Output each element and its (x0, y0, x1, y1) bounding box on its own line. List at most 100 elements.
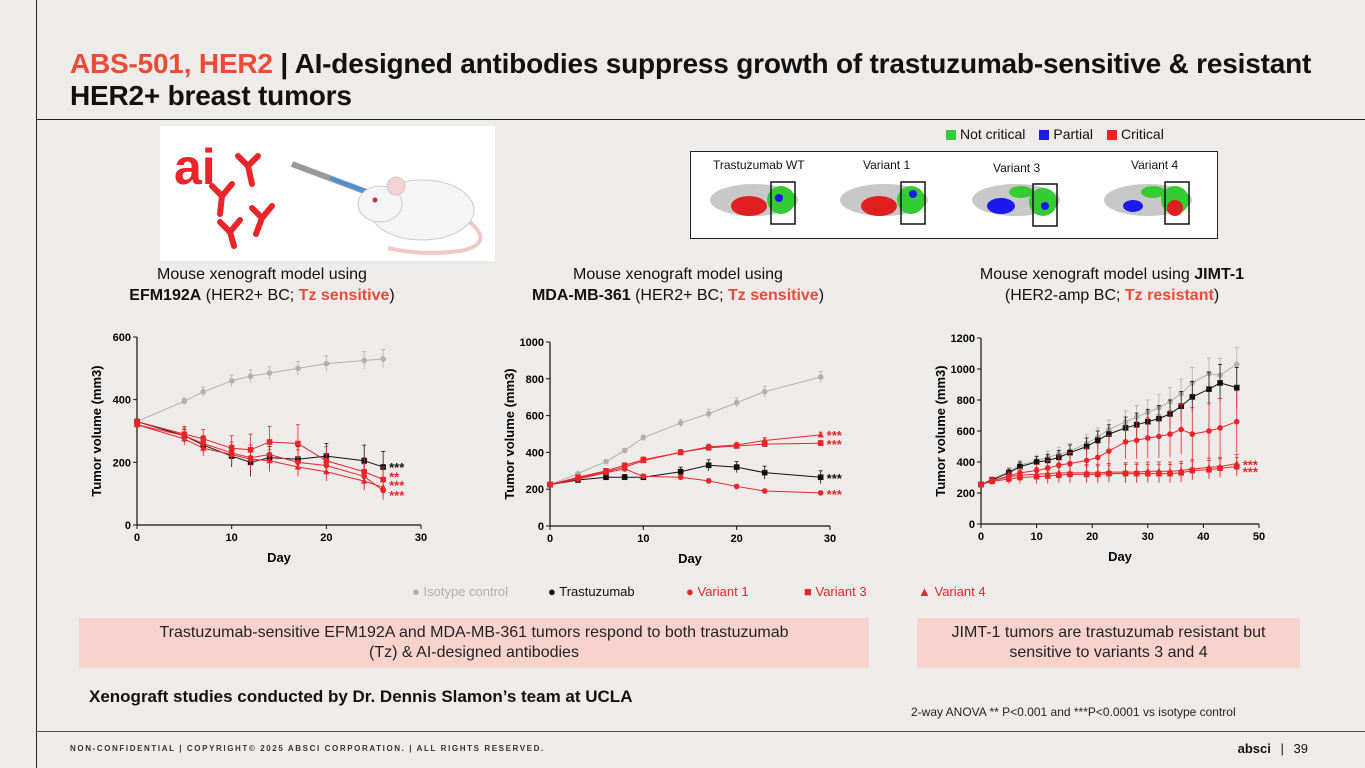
data-point (323, 360, 330, 367)
data-point (1233, 361, 1240, 368)
series-line (549, 434, 821, 486)
absci-logo: absci (1237, 741, 1271, 756)
significance-label: *** (1243, 457, 1259, 472)
data-point (761, 441, 768, 447)
data-point (1033, 459, 1040, 465)
x-tick-label: 30 (1142, 531, 1154, 543)
data-point (181, 398, 188, 405)
square-red-icon: ■ (804, 584, 812, 599)
data-point (988, 477, 996, 484)
data-point (1233, 460, 1240, 467)
data-point (228, 378, 235, 384)
legend-isotype: ● Isotype control (412, 584, 548, 599)
series-line (136, 424, 384, 491)
data-point (705, 410, 712, 417)
data-point (1122, 439, 1129, 445)
triangle-red-icon: ▲ (918, 584, 931, 599)
data-point (677, 448, 684, 455)
data-point (1105, 468, 1113, 475)
x-tick-label: 20 (320, 532, 332, 544)
x-tick-label: 10 (1030, 531, 1042, 543)
data-point (323, 457, 330, 464)
data-point (1033, 470, 1040, 477)
data-point (200, 444, 207, 451)
significance-label: *** (827, 428, 843, 443)
data-point (1206, 386, 1212, 392)
data-point (1106, 431, 1112, 437)
legend-not-critical-label: Not critical (960, 126, 1026, 142)
variant-label-1: Variant 1 (863, 158, 911, 172)
data-point (323, 468, 330, 475)
y-tick-label: 400 (113, 395, 131, 407)
data-point (621, 463, 628, 470)
variant-label-3: Variant 3 (993, 161, 1041, 175)
page-number: 39 (1293, 741, 1308, 756)
data-point (677, 474, 684, 481)
series-variant-1 (134, 421, 386, 500)
data-point (705, 478, 712, 484)
data-point (733, 441, 740, 448)
page-title: ABS-501, HER2 | AI-designed antibodies s… (70, 48, 1330, 112)
data-point (1189, 465, 1196, 472)
y-tick-label: 200 (957, 488, 975, 500)
data-point (295, 440, 301, 447)
title-main: AI-designed antibodies suppress growth o… (70, 48, 1312, 111)
caption-jimt1-line2: (HER2-amp BC; Tz resistant) (930, 285, 1294, 306)
data-point (621, 474, 628, 481)
data-point (247, 455, 254, 462)
x-tick-label: 30 (824, 533, 836, 545)
series-isotype-control (134, 349, 386, 425)
data-point (133, 421, 141, 428)
footer-separator: | (1280, 741, 1284, 756)
y-axis-label: Tumor volume (mm3) (502, 368, 517, 499)
title-accent: ABS-501, HER2 (70, 48, 273, 79)
data-point (603, 474, 609, 481)
caption-jimt1-mid: (HER2-amp BC; (1004, 287, 1125, 304)
caption-jimt1-lead: Mouse xenograft model using (979, 266, 1195, 283)
series-trastuzumab (547, 459, 824, 488)
data-point (1178, 426, 1184, 433)
stats-note: 2-way ANOVA ** P<0.001 and ***P<0.0001 v… (911, 705, 1236, 719)
data-point (379, 483, 387, 490)
series-line (136, 421, 384, 481)
footer-copyright: NON-CONFIDENTIAL | COPYRIGHT© 2025 ABSCI… (70, 744, 545, 753)
mouse-icon (357, 176, 483, 255)
legend-trastuzumab-label: Trastuzumab (559, 584, 635, 599)
data-point (1189, 431, 1196, 437)
series-variant-4 (546, 431, 824, 488)
y-tick-label: 0 (125, 520, 131, 532)
y-tick-label: 1000 (951, 364, 975, 376)
data-point (266, 370, 273, 376)
x-tick-label: 0 (547, 533, 553, 545)
data-point (228, 451, 235, 457)
data-point (977, 480, 985, 487)
x-tick-label: 50 (1253, 531, 1265, 543)
data-point (1083, 457, 1090, 464)
chart-efm192a: 0 200 400 600 0 10 20 30 Day Tumor volume (mm3) **… (89, 332, 427, 565)
data-point (705, 462, 712, 469)
data-point (761, 488, 768, 494)
data-point (1177, 467, 1185, 474)
data-point (266, 439, 273, 445)
series-legend: ● Isotype control ● Trastuzumab ● Varian… (412, 584, 1008, 599)
data-point (677, 468, 684, 475)
data-point (1144, 467, 1151, 474)
caption-efm192a-model: EFM192A (129, 287, 202, 304)
credit-text: Xenograft studies conducted by Dr. Denni… (89, 687, 633, 706)
data-point (1017, 463, 1023, 470)
y-tick-label: 1000 (520, 337, 544, 349)
significance-label: *** (389, 460, 405, 475)
title-separator: | (272, 48, 295, 79)
data-point (705, 443, 712, 450)
legend-variant4-label: Variant 4 (934, 584, 986, 599)
series-line (549, 468, 821, 494)
summary-resistant-box: JIMT-1 tumors are trastuzumab resistant … (917, 618, 1300, 668)
x-tick-label: 20 (731, 533, 743, 545)
significance-label: *** (1243, 464, 1259, 479)
data-point (602, 468, 610, 475)
caption-jimt1: Mouse xenograft model using JIMT-1 (HER2… (930, 264, 1294, 306)
caption-mdamb361-mid: (HER2+ BC; (630, 287, 728, 304)
data-point (1044, 470, 1051, 477)
summary-sensitive-box: Trastuzumab-sensitive EFM192A and MDA-MB… (79, 618, 869, 668)
caption-efm192a-line1: Mouse xenograft model using (157, 266, 367, 283)
